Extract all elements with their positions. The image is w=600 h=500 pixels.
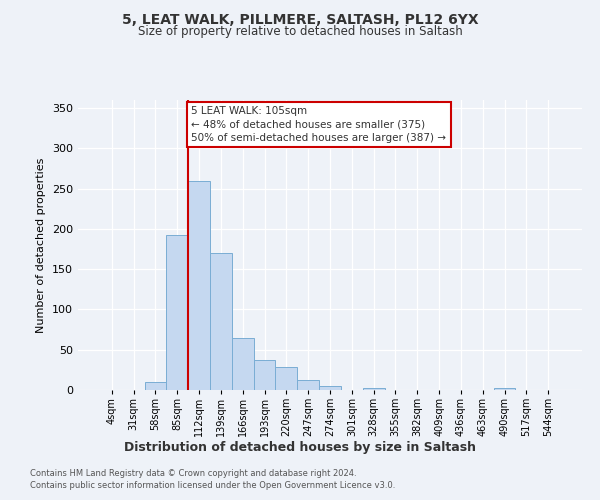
Bar xyxy=(363,388,385,390)
Text: 5 LEAT WALK: 105sqm
← 48% of detached houses are smaller (375)
50% of semi-detac: 5 LEAT WALK: 105sqm ← 48% of detached ho… xyxy=(191,106,446,143)
Bar xyxy=(145,382,166,390)
Bar xyxy=(254,360,275,390)
Y-axis label: Number of detached properties: Number of detached properties xyxy=(37,158,46,332)
Bar xyxy=(297,380,319,390)
Text: Size of property relative to detached houses in Saltash: Size of property relative to detached ho… xyxy=(137,25,463,38)
Bar xyxy=(188,180,210,390)
Bar xyxy=(166,236,188,390)
Text: Contains HM Land Registry data © Crown copyright and database right 2024.: Contains HM Land Registry data © Crown c… xyxy=(30,468,356,477)
Text: Distribution of detached houses by size in Saltash: Distribution of detached houses by size … xyxy=(124,441,476,454)
Bar xyxy=(319,386,341,390)
Text: Contains public sector information licensed under the Open Government Licence v3: Contains public sector information licen… xyxy=(30,481,395,490)
Bar xyxy=(210,253,232,390)
Text: 5, LEAT WALK, PILLMERE, SALTASH, PL12 6YX: 5, LEAT WALK, PILLMERE, SALTASH, PL12 6Y… xyxy=(122,12,478,26)
Bar xyxy=(494,388,515,390)
Bar xyxy=(232,338,254,390)
Bar xyxy=(275,366,297,390)
